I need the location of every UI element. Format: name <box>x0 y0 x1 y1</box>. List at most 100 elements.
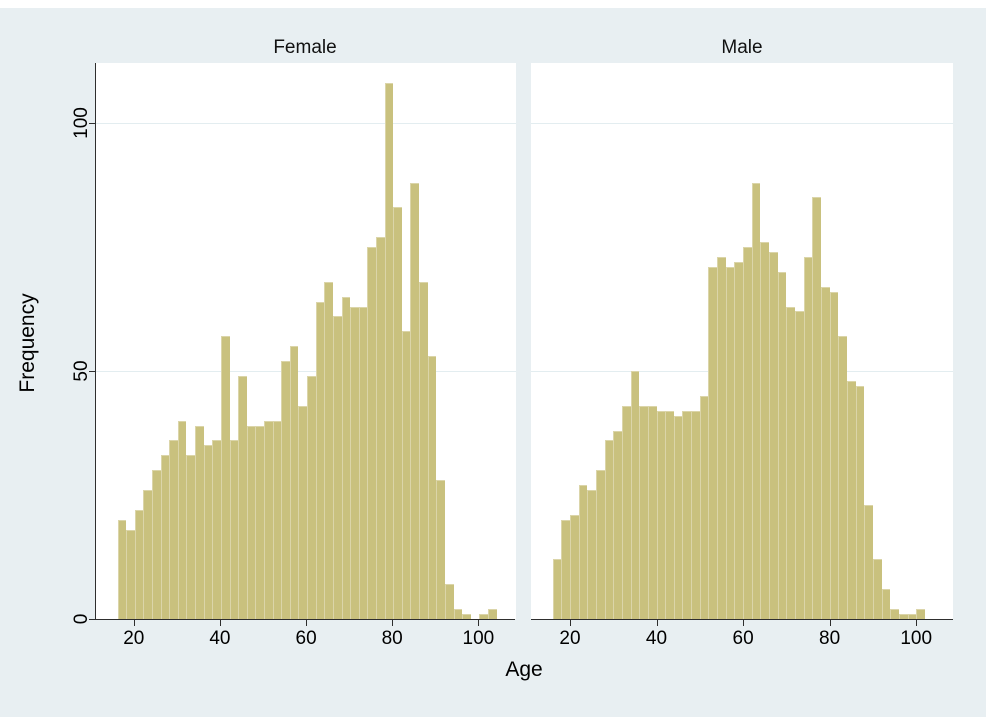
histogram-bar <box>272 420 282 619</box>
histogram-bar <box>453 609 463 619</box>
histogram-bar <box>367 247 376 619</box>
histogram-bar <box>890 609 899 619</box>
histogram-bar <box>691 410 700 619</box>
histogram-bar <box>134 509 144 619</box>
histogram-bar <box>479 614 488 619</box>
histogram-bar <box>238 375 247 619</box>
histogram-bar <box>264 420 273 619</box>
histogram-bar <box>907 614 917 619</box>
histogram-bar <box>751 182 761 619</box>
x-tick <box>916 620 918 626</box>
y-tick-label: 100 <box>71 107 92 139</box>
histogram-bar <box>621 405 631 619</box>
x-tick-label: 40 <box>209 628 231 649</box>
histogram-bar <box>126 529 135 619</box>
histogram-bar <box>803 256 813 619</box>
histogram-bar <box>864 504 873 619</box>
x-tick-label: 20 <box>123 628 145 649</box>
histogram-bar <box>881 589 891 619</box>
histogram-bar <box>427 356 437 619</box>
histogram-bar <box>186 455 196 619</box>
histogram-bar <box>255 425 264 619</box>
histogram-bar <box>436 480 445 619</box>
histogram-bar <box>595 470 605 619</box>
x-axis-line <box>94 619 515 620</box>
histogram-bar <box>212 440 221 619</box>
histogram-bar <box>419 281 428 619</box>
histogram-bar <box>665 410 674 619</box>
histogram-bar <box>169 440 178 619</box>
histogram-bar <box>384 83 394 619</box>
histogram-bar <box>777 271 787 619</box>
histogram-bar <box>647 405 657 619</box>
x-tick <box>219 620 221 626</box>
x-tick-label: 40 <box>645 628 668 649</box>
histogram-bar <box>898 614 908 619</box>
gridline-y50 <box>96 371 516 372</box>
histogram-bar <box>855 385 865 619</box>
y-axis-title: Frequency <box>16 293 39 393</box>
histogram-bar <box>812 197 821 619</box>
histogram-bar <box>410 182 420 619</box>
histogram-bar <box>708 266 718 619</box>
gridline-y100 <box>531 123 953 124</box>
histogram-bar <box>656 410 666 619</box>
y-tick <box>89 619 95 620</box>
histogram-bar <box>673 415 683 619</box>
panel-title-male: Male <box>721 37 763 58</box>
histogram-bar <box>332 316 342 619</box>
histogram-bar <box>143 490 152 619</box>
histogram-bar <box>639 405 648 619</box>
x-tick-label: 80 <box>819 628 841 649</box>
histogram-bar <box>393 207 402 619</box>
histogram-bar <box>734 261 744 619</box>
histogram-bar <box>324 281 333 619</box>
histogram-bar <box>220 336 230 619</box>
histogram-bar <box>160 455 170 619</box>
histogram-bar <box>358 306 368 619</box>
panel-header-female: Female <box>95 33 515 63</box>
histogram-bar <box>341 296 351 619</box>
histogram-bar <box>760 242 770 619</box>
x-tick-label: 20 <box>559 628 581 649</box>
histogram-bar <box>846 380 856 619</box>
histogram-bar <box>838 336 847 619</box>
histogram-bar <box>717 256 726 619</box>
histogram-bar <box>350 306 359 619</box>
plot-area-male <box>531 63 953 619</box>
histogram-bar <box>195 425 204 619</box>
x-axis-line <box>531 619 953 620</box>
y-tick <box>89 123 95 124</box>
window-top-strip <box>0 0 986 8</box>
x-tick-label: 60 <box>732 628 754 649</box>
x-tick <box>570 620 571 626</box>
histogram-bar <box>289 346 299 619</box>
y-tick-label: 0 <box>71 613 92 625</box>
histogram-bar <box>743 247 752 619</box>
histogram-bar <box>872 559 882 619</box>
histogram-bar <box>786 306 796 619</box>
gridline-y100 <box>96 123 516 124</box>
histogram-bar <box>604 440 614 619</box>
histogram-bar <box>682 410 692 619</box>
x-tick-label: 100 <box>462 628 495 649</box>
histogram-bar <box>578 485 588 619</box>
y-tick-label: 50 <box>71 360 92 382</box>
x-tick-label: 60 <box>295 628 317 649</box>
y-tick <box>89 371 95 372</box>
x-tick <box>478 620 480 626</box>
histogram-bar <box>552 559 562 619</box>
histogram-bar <box>246 425 256 619</box>
x-tick <box>133 620 135 626</box>
histogram-bar <box>203 445 213 619</box>
histogram-bar <box>298 405 308 619</box>
histogram-bar <box>401 331 411 619</box>
histogram-bar <box>699 395 709 619</box>
histogram-bar <box>281 361 290 619</box>
x-tick-label: 80 <box>381 628 403 649</box>
histogram-bar <box>561 519 570 619</box>
histogram-bar <box>587 490 596 619</box>
histogram-bar <box>376 237 385 619</box>
x-tick <box>743 620 745 626</box>
